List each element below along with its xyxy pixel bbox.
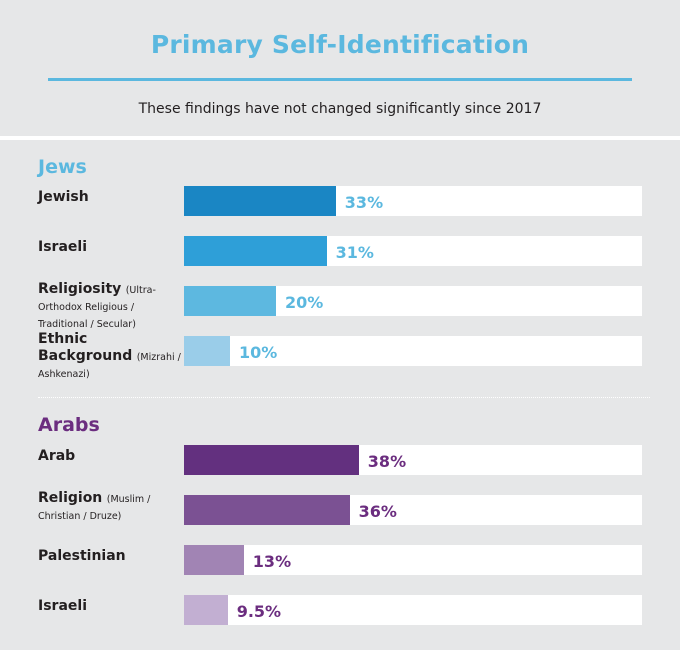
category-label: Jewish [38, 189, 182, 206]
header: Primary Self-Identification These findin… [0, 0, 680, 136]
section-divider [38, 397, 650, 398]
category-label: Palestinian [38, 548, 182, 565]
data-label: 13% [252, 552, 292, 571]
data-label: 10% [239, 343, 278, 362]
bar [184, 595, 228, 625]
bar-track: 36% [184, 495, 642, 525]
category-name: Israeli [38, 598, 87, 614]
category-name: Arab [38, 448, 76, 464]
category-subtext: (Mizrahi / Ashkenazi) [38, 352, 181, 380]
category-name: Palestinian [38, 548, 126, 564]
category-name: Religion [38, 490, 103, 506]
category-name: Religiosity [38, 281, 122, 297]
bar [184, 286, 276, 316]
bar [184, 545, 244, 575]
bar-track: 33% [184, 186, 642, 216]
section-title-jews: Jews [38, 156, 87, 178]
title-underline [48, 78, 632, 81]
chart-title: Primary Self-Identification [150, 30, 530, 59]
data-label: 33% [344, 193, 384, 212]
data-label: 9.5% [236, 602, 282, 621]
category-name: Jewish [38, 189, 89, 205]
category-label: Israeli [38, 598, 182, 615]
bar [184, 236, 327, 266]
chart-subtitle: These findings have not changed signific… [138, 101, 542, 117]
category-label: Ethnic Background (Mizrahi / Ashkenazi) [38, 331, 182, 382]
data-label: 36% [358, 502, 397, 521]
bar-track: 10% [184, 336, 642, 366]
bar-track: 20% [184, 286, 642, 316]
category-name: Ethnic Background [38, 331, 133, 364]
section-title-arabs: Arabs [38, 414, 100, 436]
bar [184, 186, 336, 216]
category-label: Israeli [38, 239, 182, 256]
bar-track: 31% [184, 236, 642, 266]
bar [184, 445, 359, 475]
category-subtext: (Muslim / Christian / Druze) [38, 494, 151, 522]
header-separator [0, 136, 680, 140]
data-label: 38% [367, 452, 407, 471]
bar-track: 13% [184, 545, 642, 575]
data-label: 20% [285, 293, 324, 312]
category-label: Religiosity (Ultra-Orthodox Religious / … [38, 281, 182, 332]
category-name: Israeli [38, 239, 87, 255]
bar-track: 38% [184, 445, 642, 475]
bar [184, 336, 230, 366]
category-label: Religion (Muslim / Christian / Druze) [38, 490, 182, 524]
bar-track: 9.5% [184, 595, 642, 625]
category-subtext: (Ultra-Orthodox Religious / Traditional … [38, 285, 156, 330]
bar [184, 495, 350, 525]
data-label: 31% [335, 243, 374, 262]
category-label: Arab [38, 448, 182, 465]
